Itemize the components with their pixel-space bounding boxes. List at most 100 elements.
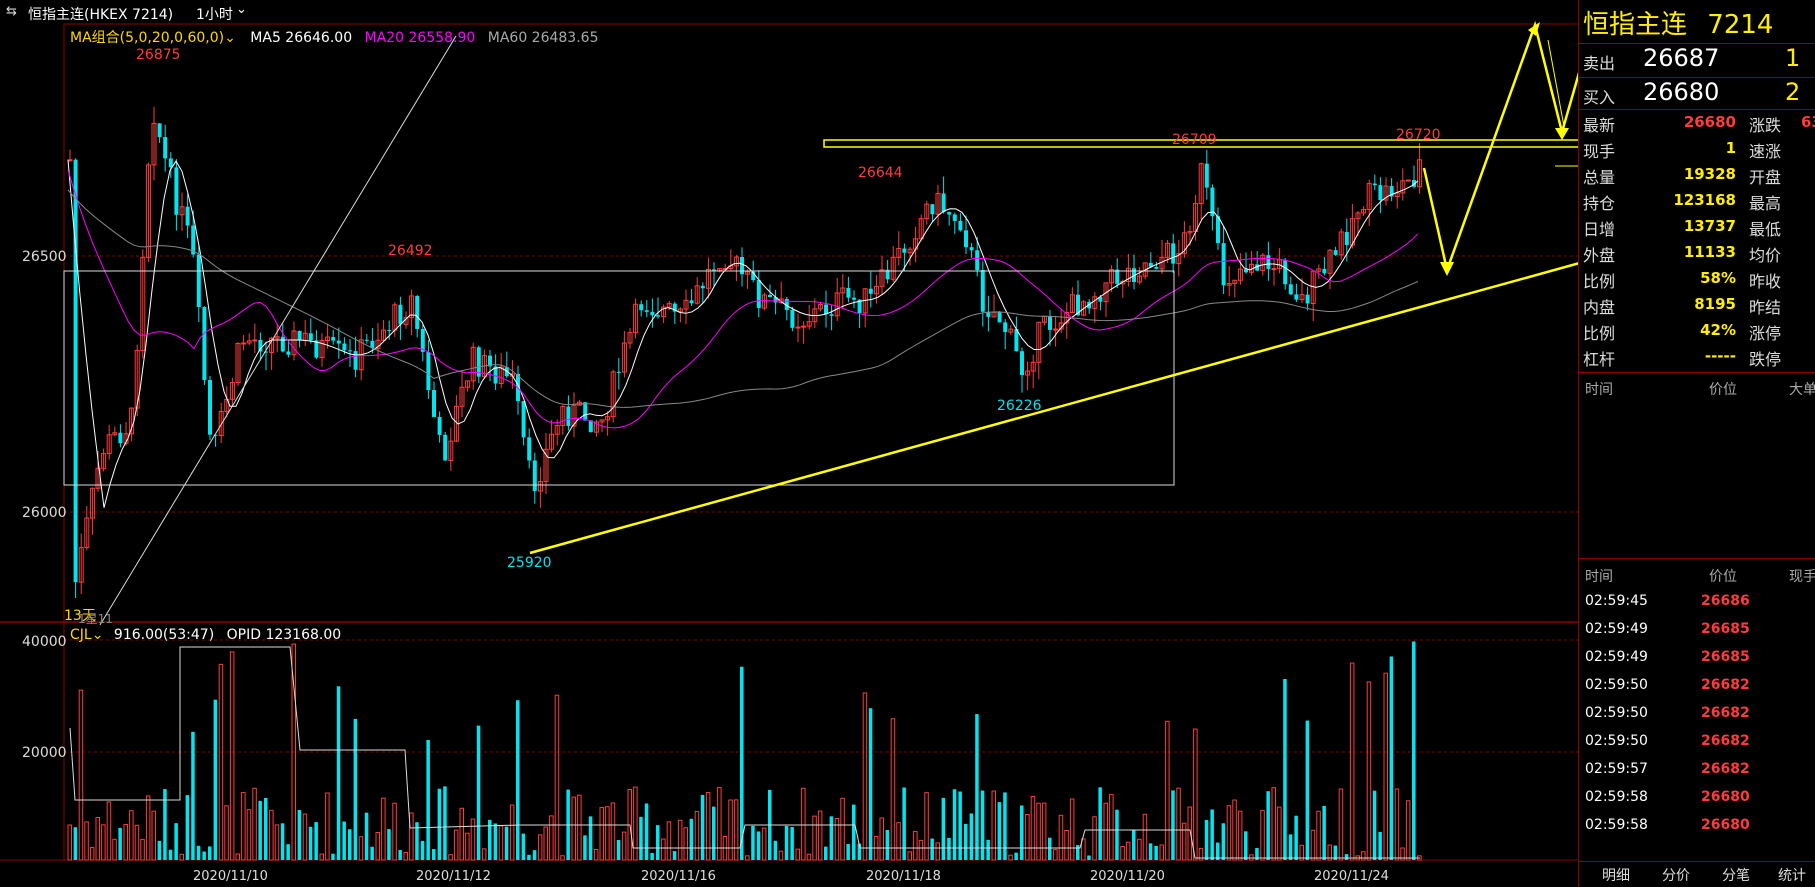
date-tick: 2020/11/16 [641, 869, 716, 884]
symbol-label[interactable]: 恒指主连(HKEX 7214) [28, 7, 174, 23]
candle-body [331, 337, 336, 341]
chevron-down-icon[interactable]: ⌄ [224, 30, 236, 46]
volume-bar [1310, 829, 1316, 861]
tab-tick[interactable]: 分笔 [1722, 868, 1750, 884]
stat-label: 持仓 [1583, 194, 1616, 213]
volume-bar [504, 826, 509, 860]
candle-body [1338, 231, 1344, 256]
price-chart[interactable] [0, 0, 1578, 887]
candle-body [1098, 296, 1103, 302]
tab-stats[interactable]: 统计 [1778, 868, 1806, 884]
volume-bar [1092, 816, 1097, 861]
volume-bar [616, 839, 621, 860]
candle-body [78, 547, 84, 583]
chevron-down-icon[interactable]: ⌄ [91, 627, 104, 643]
big-orders-time-header: 时间 [1585, 382, 1613, 398]
candle-body [1394, 192, 1400, 198]
volume-bar [1366, 681, 1372, 861]
volume-bar [403, 851, 408, 861]
candle-body [398, 304, 403, 325]
candle-body [722, 268, 728, 271]
volume-tick: 20000 [22, 745, 67, 761]
candle-body [1260, 254, 1266, 272]
volume-bar [258, 800, 262, 860]
ma5-line [67, 159, 1419, 508]
candle-body [1030, 361, 1036, 372]
candle-body [952, 214, 957, 221]
volume-bar [947, 837, 951, 860]
stat-label: 跌停 [1749, 350, 1782, 369]
volume-bar [1294, 815, 1298, 860]
price-tick: 26500 [22, 249, 67, 265]
tick-price: 26686 [1701, 593, 1750, 609]
candle-body [1216, 216, 1220, 244]
volume-bar [1226, 805, 1232, 861]
volume-bar [656, 825, 660, 860]
candle-body [274, 336, 280, 339]
volume-bar [733, 799, 739, 861]
cjl-label[interactable]: CJL [70, 627, 92, 643]
tab-detail[interactable]: 明细 [1602, 868, 1630, 884]
volume-bar [756, 831, 761, 860]
volume-bar [202, 851, 206, 860]
candle-body [213, 434, 218, 436]
volume-bar [465, 832, 470, 861]
helper-line [1547, 39, 1566, 133]
candle-body [795, 326, 801, 329]
volume-bar [1030, 796, 1036, 861]
volume-bar [1244, 831, 1248, 860]
volume-bar [817, 810, 823, 861]
volume-bar [1081, 838, 1086, 861]
candle-body [1361, 208, 1367, 214]
tick-time: 02:59:58 [1585, 817, 1648, 833]
candle-body [740, 257, 744, 275]
candle-body [935, 192, 941, 215]
resistance-box [823, 139, 1578, 148]
volume-bar [527, 854, 531, 860]
big-orders-big-header: 大单 [1789, 382, 1815, 398]
ma-group-label[interactable]: MA组合(5,0,20,0,60,0) [70, 30, 225, 46]
chevron-down-icon[interactable]: ⌄ [236, 2, 247, 17]
volume-bar [997, 802, 1002, 860]
candle-body [975, 250, 980, 270]
candle-body [610, 371, 616, 418]
tab-price-dist[interactable]: 分价 [1662, 868, 1690, 884]
volume-bar [857, 843, 862, 860]
volume-bar [599, 806, 604, 861]
volume-bar [185, 795, 190, 860]
stat-label: 涨停 [1749, 324, 1782, 343]
volume-bar [740, 666, 744, 860]
volume-bar [633, 786, 638, 861]
volume-bar [1260, 809, 1265, 861]
volume-bar [1041, 802, 1047, 861]
ticks-time-header: 时间 [1585, 569, 1613, 585]
volume-bar [73, 827, 78, 860]
stat-value: 19328 [1683, 165, 1736, 183]
stat-value: 42% [1700, 321, 1736, 339]
volume-bar [218, 663, 224, 861]
volume-bar [89, 847, 95, 861]
candle-body [459, 386, 465, 407]
forecast-path [1422, 20, 1578, 275]
arrow-head [1555, 128, 1569, 140]
date-tick: 2020/11/18 [866, 869, 941, 884]
volume-bar [852, 804, 856, 860]
candle-body [465, 380, 471, 388]
big-orders-price-header: 价位 [1709, 382, 1737, 398]
volume-bar [666, 821, 672, 861]
link-icon[interactable]: ⇆ [6, 4, 17, 19]
volume-bar [1204, 819, 1209, 860]
volume-bar [314, 822, 318, 860]
candle-body [824, 304, 828, 315]
volume-bar [1154, 845, 1158, 860]
period-selector[interactable]: 1小时 [196, 7, 233, 23]
volume-bar [358, 836, 364, 861]
candle-body [683, 299, 689, 310]
volume-bar [325, 792, 330, 861]
volume-tick: 40000 [22, 634, 67, 650]
candle-body [1344, 231, 1349, 246]
volume-bar [1198, 847, 1204, 861]
volume-bar [1076, 845, 1080, 860]
candle-body [151, 122, 157, 166]
stat-label: 最新 [1583, 116, 1616, 135]
